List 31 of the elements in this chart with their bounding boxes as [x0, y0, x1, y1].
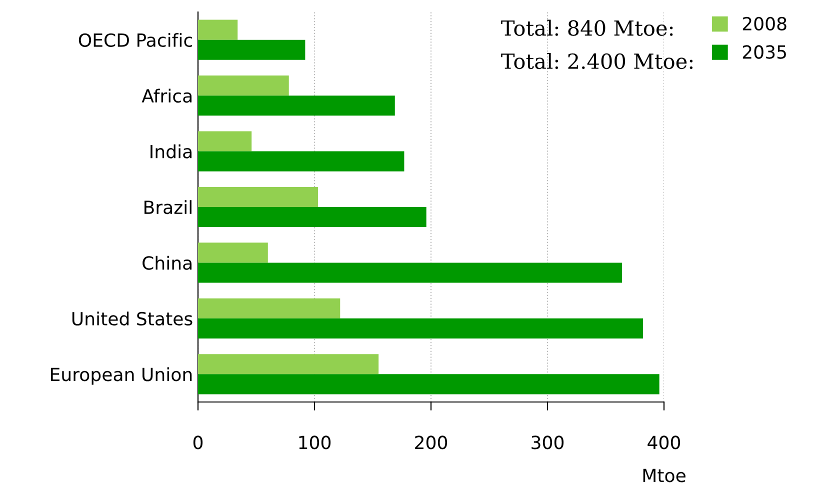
annotation: Total: 840 Mtoe:: [501, 20, 673, 36]
legend-label: 2035: [742, 45, 786, 59]
bar: [198, 131, 252, 152]
bar: [198, 151, 404, 172]
x-tick-label: 100: [299, 436, 331, 450]
x-axis-title: Mtoe: [643, 468, 686, 482]
bar: [198, 40, 306, 60]
y-tick-label: United States: [72, 312, 192, 326]
bar: [198, 207, 426, 228]
bar: [198, 76, 289, 96]
y-tick-label: Africa: [142, 88, 192, 103]
y-tick-label: European Union: [51, 367, 192, 385]
bar: [198, 96, 395, 116]
x-tick-label: 200: [415, 436, 448, 450]
x-tick-label: 400: [648, 436, 680, 450]
y-tick-label: India: [150, 144, 192, 158]
y-tick-label: China: [142, 256, 192, 270]
bar: [198, 186, 318, 207]
bar: [198, 354, 379, 374]
x-tick-label: 0: [193, 436, 203, 450]
y-tick-label: Brazil: [144, 200, 192, 214]
annotation: Total: 2.400 Mtoe:: [501, 52, 693, 70]
bar: [198, 242, 268, 263]
y-tick-label: OECD Pacific: [78, 32, 192, 47]
bar: [198, 318, 644, 338]
bar: [198, 298, 340, 318]
x-tick-label: 300: [532, 436, 564, 450]
bar: [198, 20, 238, 40]
bar: [198, 262, 622, 283]
legend-label: 2008: [742, 16, 786, 31]
bar: [198, 374, 660, 394]
